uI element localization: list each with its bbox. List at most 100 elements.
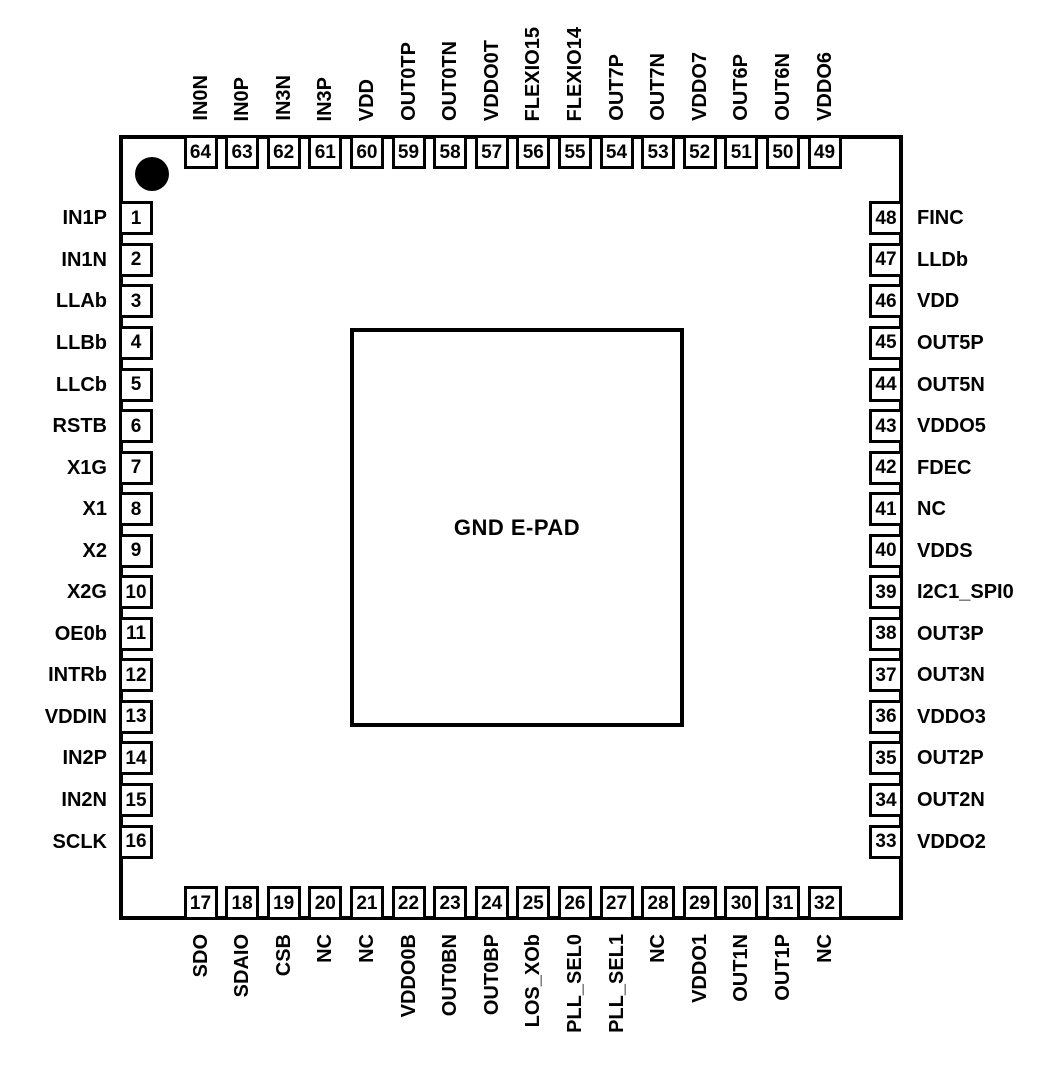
pin-29-number: 29	[682, 886, 717, 920]
pin-2-number: 2	[119, 242, 153, 277]
pin-31-label: OUT1P	[771, 934, 794, 1001]
pin-1-number: 1	[119, 201, 153, 236]
pin-30-number: 30	[724, 886, 759, 920]
pin-47-label: LLDb	[917, 248, 969, 271]
pin-10-number: 10	[119, 575, 153, 610]
pin-52-number: 52	[682, 135, 717, 169]
pin-55-label: FLEXIO14	[563, 26, 586, 121]
pin-29-label: VDDO1	[688, 934, 711, 1003]
pin-17-number: 17	[183, 886, 218, 920]
pin-35-number: 35	[869, 741, 903, 776]
pin-33-number: 33	[869, 824, 903, 859]
pin-63-label: IN0P	[231, 76, 254, 121]
pin-34-number: 34	[869, 783, 903, 817]
pin-44-label: OUT5N	[917, 373, 985, 396]
pin-49-label: VDDO6	[813, 52, 836, 121]
pin-37-number: 37	[869, 658, 903, 693]
pin-20-label: NC	[314, 934, 337, 963]
pin-62-label: IN3N	[272, 75, 295, 121]
pin-40-label: VDDS	[917, 539, 973, 562]
pin-13-number: 13	[119, 699, 153, 734]
pin-18-label: SDAIO	[231, 934, 254, 998]
pin-59-number: 59	[391, 135, 426, 169]
pin-25-number: 25	[516, 886, 551, 920]
pin-45-label: OUT5P	[917, 331, 984, 354]
pin-5-number: 5	[119, 367, 153, 402]
pin-48-number: 48	[869, 201, 903, 236]
pin-20-number: 20	[308, 886, 343, 920]
pin-16-label: SCLK	[52, 830, 107, 853]
pin-19-label: CSB	[272, 934, 295, 977]
pin-23-label: OUT0BN	[439, 934, 462, 1017]
pin-57-number: 57	[474, 135, 509, 169]
pin-64-number: 64	[183, 135, 218, 169]
pin-51-number: 51	[724, 135, 759, 169]
pin-54-label: OUT7P	[605, 54, 628, 121]
pin-35-label: OUT2P	[917, 747, 984, 770]
pin-24-label: OUT0BP	[480, 934, 503, 1016]
pin-50-label: OUT6N	[771, 53, 794, 121]
pin-11-label: OE0b	[54, 622, 107, 645]
pin1-indicator-dot	[135, 157, 169, 191]
pin-54-number: 54	[599, 135, 634, 169]
pin-41-number: 41	[869, 492, 903, 527]
pin-21-number: 21	[349, 886, 384, 920]
pin-14-label: IN2P	[62, 747, 107, 770]
pin-22-label: VDDO0B	[397, 934, 420, 1018]
pin-36-label: VDDO3	[917, 705, 986, 728]
pin-19-number: 19	[266, 886, 301, 920]
pin-4-number: 4	[119, 325, 153, 360]
pin-12-number: 12	[119, 658, 153, 693]
pin-52-label: VDDO7	[688, 52, 711, 121]
pin-47-number: 47	[869, 242, 903, 277]
pin-27-label: PLL_SEL1	[605, 934, 628, 1033]
pin-3-number: 3	[119, 284, 153, 319]
pin-38-number: 38	[869, 616, 903, 651]
pin-40-number: 40	[869, 533, 903, 568]
pin-28-number: 28	[641, 886, 676, 920]
pin-9-number: 9	[119, 533, 153, 568]
pin-45-number: 45	[869, 325, 903, 360]
pin-39-label: I2C1_SPI0	[917, 581, 1014, 604]
pin-41-label: NC	[917, 498, 946, 521]
pin-16-number: 16	[119, 824, 153, 859]
pin-46-number: 46	[869, 284, 903, 319]
pin-53-number: 53	[641, 135, 676, 169]
pin-21-label: NC	[355, 934, 378, 963]
pin-48-label: FINC	[917, 207, 964, 230]
pin-8-number: 8	[119, 492, 153, 527]
pin-37-label: OUT3N	[917, 664, 985, 687]
pin-49-number: 49	[807, 135, 842, 169]
pin-46-label: VDD	[917, 290, 960, 313]
pin-57-label: VDDO0T	[480, 39, 503, 121]
pin-22-number: 22	[391, 886, 426, 920]
pin-50-number: 50	[765, 135, 800, 169]
pin-6-label: RSTB	[52, 415, 107, 438]
gnd-epad: GND E-PAD	[350, 328, 684, 727]
pin-15-number: 15	[119, 783, 153, 817]
pin-39-number: 39	[869, 575, 903, 610]
pin-42-label: FDEC	[917, 456, 972, 479]
pin-42-number: 42	[869, 450, 903, 485]
pin-27-number: 27	[599, 886, 634, 920]
pin-7-label: X1G	[66, 456, 107, 479]
pin-5-label: LLCb	[55, 373, 107, 396]
pin-11-number: 11	[119, 616, 153, 651]
pin-4-label: LLBb	[55, 331, 107, 354]
pin-9-label: X2	[82, 539, 107, 562]
pin-24-number: 24	[474, 886, 509, 920]
pin-8-label: X1	[82, 498, 107, 521]
pin-18-number: 18	[225, 886, 260, 920]
pin-17-label: SDO	[189, 934, 212, 978]
pin-25-label: LOS_XOb	[522, 934, 545, 1028]
pin-38-label: OUT3P	[917, 622, 984, 645]
pin-32-label: NC	[813, 934, 836, 963]
pin-51-label: OUT6P	[730, 54, 753, 121]
pin-53-label: OUT7N	[647, 53, 670, 121]
pin-44-number: 44	[869, 367, 903, 402]
pin-61-label: IN3P	[314, 76, 337, 121]
pin-63-number: 63	[225, 135, 260, 169]
pin-26-number: 26	[557, 886, 592, 920]
pin-60-label: VDD	[355, 78, 378, 121]
pin-3-label: LLAb	[55, 290, 107, 313]
